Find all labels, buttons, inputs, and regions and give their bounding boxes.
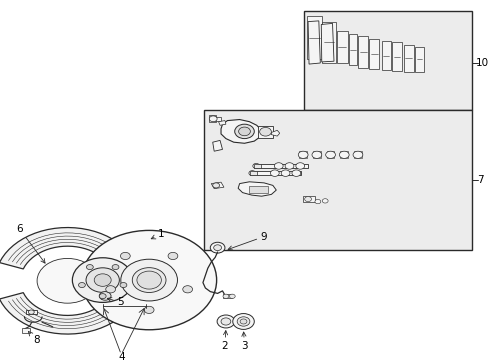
Circle shape [252,163,259,168]
Bar [403,45,413,72]
Circle shape [94,274,111,286]
Circle shape [274,163,283,169]
Bar [353,151,361,158]
Text: 3: 3 [241,332,247,351]
Circle shape [221,318,230,325]
Bar [250,171,300,175]
Polygon shape [238,182,276,196]
Text: 2: 2 [221,330,228,351]
Circle shape [86,265,93,270]
Polygon shape [307,21,320,64]
Circle shape [240,319,246,324]
Text: 6: 6 [16,224,45,263]
Bar [254,164,307,168]
Bar [414,47,423,72]
Circle shape [311,151,321,158]
Bar [223,294,232,298]
Polygon shape [221,120,261,143]
Circle shape [212,183,219,188]
Text: 1: 1 [151,229,164,239]
Polygon shape [211,182,224,189]
Circle shape [248,171,255,176]
Bar [215,117,221,121]
Circle shape [232,314,254,329]
Circle shape [37,258,98,303]
Circle shape [99,292,111,300]
Circle shape [168,252,178,260]
Bar [299,151,306,158]
Circle shape [112,265,119,270]
Bar [336,31,347,63]
Bar [204,110,471,250]
Circle shape [79,283,85,288]
Circle shape [325,151,335,158]
Bar [391,42,401,71]
Polygon shape [271,130,279,136]
Circle shape [281,170,289,176]
Bar [21,328,30,333]
Text: 4: 4 [118,352,124,360]
Circle shape [295,163,304,169]
Text: 9: 9 [227,231,267,250]
Circle shape [339,151,348,158]
Bar [26,310,37,314]
Circle shape [105,286,115,293]
Circle shape [132,267,165,292]
Circle shape [352,151,362,158]
Circle shape [304,197,311,202]
Bar [306,16,321,59]
Bar [249,186,267,193]
Circle shape [237,317,249,326]
Circle shape [234,124,254,139]
Bar [322,22,335,63]
Text: 8: 8 [28,332,40,345]
Circle shape [144,306,154,314]
Polygon shape [321,23,333,62]
Circle shape [217,315,234,328]
Circle shape [213,245,221,251]
Bar [381,41,390,70]
Circle shape [223,294,228,298]
Polygon shape [212,140,222,151]
Text: 10: 10 [475,58,488,68]
Circle shape [322,199,327,203]
Circle shape [209,116,217,122]
Text: 5: 5 [107,297,124,307]
Circle shape [183,286,192,293]
Circle shape [210,242,224,253]
Circle shape [99,294,106,299]
Circle shape [314,199,320,204]
Polygon shape [99,292,111,300]
Circle shape [86,268,119,292]
Circle shape [270,170,279,176]
Circle shape [120,252,130,260]
Bar [303,196,315,202]
Bar [254,164,261,168]
Circle shape [28,310,34,314]
Circle shape [72,258,133,302]
Bar [258,126,272,138]
Circle shape [81,230,216,330]
Polygon shape [218,121,225,125]
Circle shape [291,170,300,176]
Bar [368,39,378,69]
Text: 7: 7 [476,175,483,185]
Polygon shape [0,228,140,334]
Circle shape [120,283,126,288]
Circle shape [121,259,177,301]
Bar [209,115,216,122]
Circle shape [259,127,271,136]
Circle shape [238,127,250,136]
Bar [250,171,257,175]
Bar [348,34,357,65]
Circle shape [285,163,293,169]
Bar [326,151,334,158]
Bar [340,151,347,158]
Bar [304,11,471,110]
Circle shape [137,271,161,289]
Bar [312,151,320,158]
Circle shape [229,294,235,298]
Circle shape [298,151,307,158]
Bar [358,36,367,68]
